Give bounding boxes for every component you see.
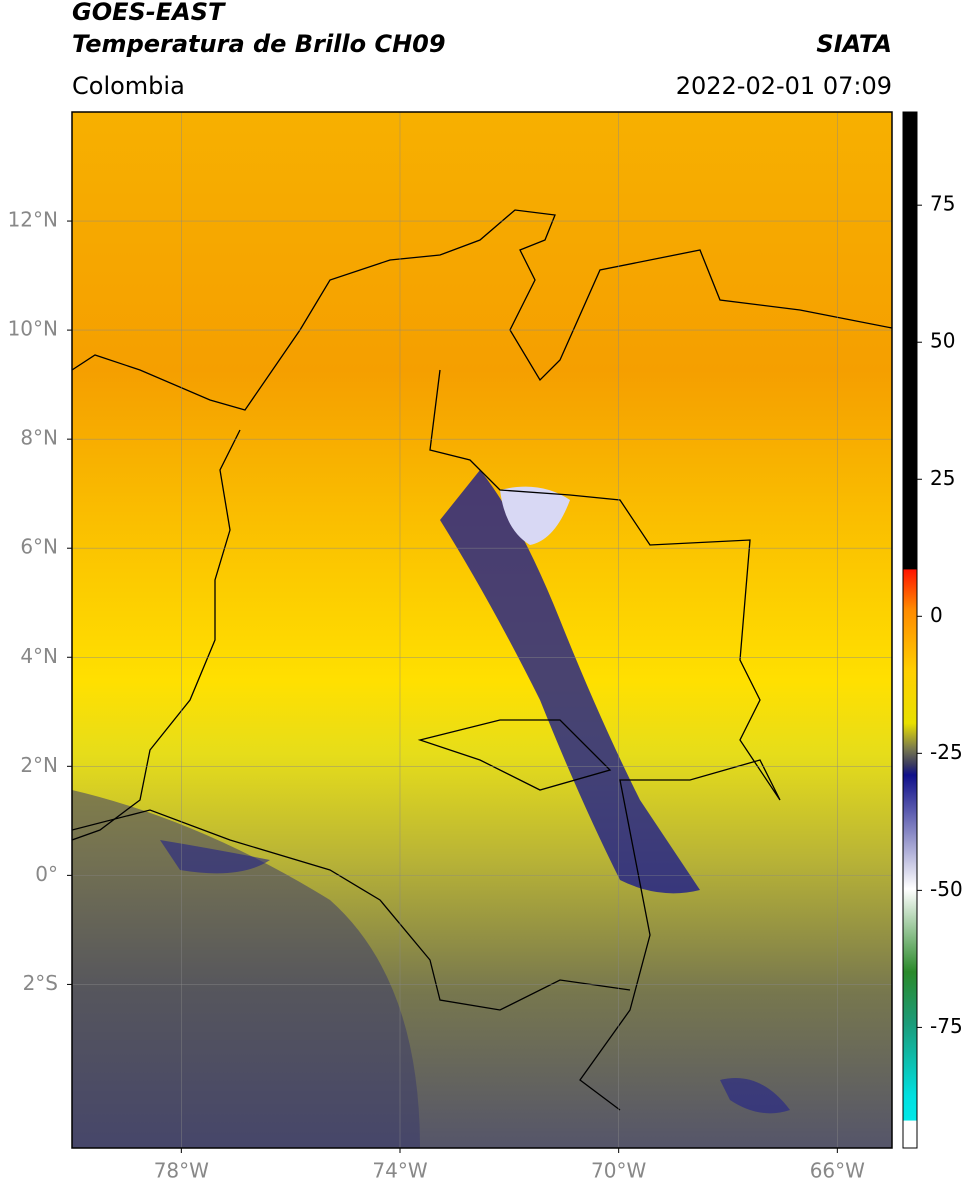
y-tick-label: 8°N: [20, 426, 58, 450]
colorbar-tick-label: 0: [930, 603, 943, 627]
map-frame: [71, 111, 893, 1149]
y-tick-label: 6°N: [20, 535, 58, 559]
borders: [72, 209, 892, 1111]
colorbar-tick-label: 75: [930, 192, 955, 216]
region: Colombia: [72, 72, 185, 100]
y-tick-label: 2°N: [20, 753, 58, 777]
cloud-band: [440, 470, 700, 894]
colorbar-tick-label: 25: [930, 466, 955, 490]
title: GOES-EAST: [72, 0, 226, 26]
colorbar-tick-label: -25: [930, 740, 963, 764]
y-tick-label: 4°N: [20, 644, 58, 668]
subtitle: Temperatura de Brillo CH09: [72, 30, 446, 58]
colorbar: [902, 111, 918, 1149]
cloud-area: [720, 1078, 790, 1114]
colorbar-tick-label: 50: [930, 329, 955, 353]
colorbar-tick-label: -75: [930, 1014, 963, 1038]
y-tick-label: 0°: [35, 862, 58, 886]
grid: [72, 112, 892, 1148]
x-tick-label: 66°W: [810, 1159, 865, 1183]
y-tick-label: 12°N: [8, 208, 58, 232]
x-tick-label: 78°W: [154, 1159, 209, 1183]
map-image: [72, 112, 892, 1148]
datetime: 2022-02-01 07:09: [676, 72, 892, 100]
x-tick-label: 70°W: [591, 1159, 646, 1183]
x-tick-label: 74°W: [372, 1159, 427, 1183]
cloud-top: [500, 486, 570, 545]
cloud-area: [160, 840, 270, 874]
y-tick-label: 10°N: [8, 317, 58, 341]
colorbar-ticks: 75 50 25 0 -25 -50 -75: [917, 192, 963, 1038]
colorbar-tick-label: -50: [930, 877, 963, 901]
source: SIATA: [816, 30, 892, 58]
cloud-area: [72, 790, 420, 1148]
y-tick-label: 2°S: [23, 971, 58, 995]
